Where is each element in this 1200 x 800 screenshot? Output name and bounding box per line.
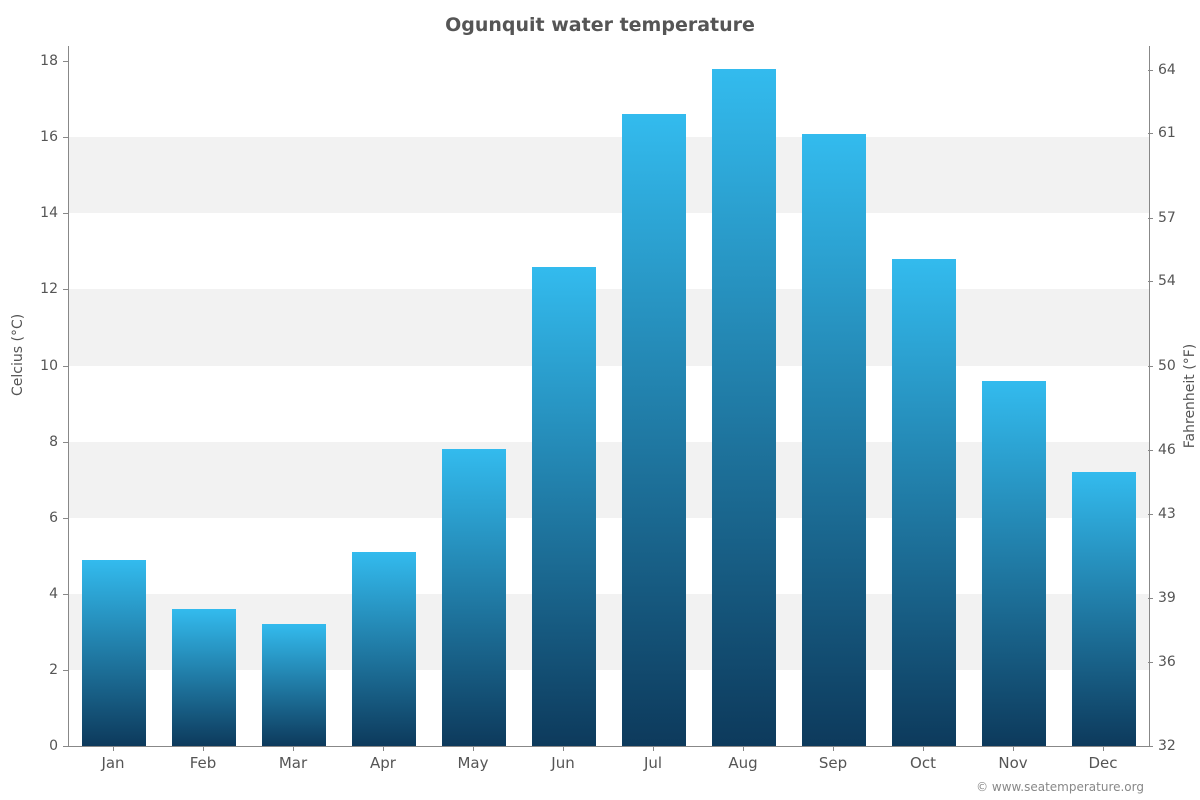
y-tick-label-left: 16 <box>0 129 58 145</box>
x-tick-mark <box>833 746 834 751</box>
y-tick-mark-right <box>1148 366 1153 367</box>
x-tick-label: Dec <box>1088 754 1117 772</box>
bar <box>1072 472 1137 746</box>
grid-band <box>69 289 1149 365</box>
y-tick-label-left: 4 <box>0 586 58 602</box>
y-tick-mark-right <box>1148 281 1153 282</box>
x-tick-mark <box>1103 746 1104 751</box>
y-tick-label-right: 43 <box>1158 506 1176 522</box>
y-tick-label-left: 2 <box>0 662 58 678</box>
bar <box>172 609 237 746</box>
y-tick-label-right: 50 <box>1158 358 1176 374</box>
bar <box>262 624 327 746</box>
x-tick-mark <box>203 746 204 751</box>
x-tick-mark <box>563 746 564 751</box>
y-tick-mark-right <box>1148 70 1153 71</box>
y-tick-label-right: 57 <box>1158 210 1176 226</box>
bar <box>712 69 777 746</box>
x-tick-mark <box>653 746 654 751</box>
y-tick-label-right: 64 <box>1158 62 1176 78</box>
y-tick-label-left: 14 <box>0 205 58 221</box>
y-tick-label-right: 61 <box>1158 125 1176 141</box>
y-tick-mark-right <box>1148 662 1153 663</box>
y-tick-label-left: 18 <box>0 53 58 69</box>
x-tick-label: Sep <box>819 754 847 772</box>
grid-band <box>69 137 1149 213</box>
y-tick-label-right: 54 <box>1158 273 1176 289</box>
bar <box>82 560 147 746</box>
y-tick-label-right: 36 <box>1158 654 1176 670</box>
y-tick-mark-left <box>63 61 68 62</box>
x-tick-mark <box>473 746 474 751</box>
plot-area <box>68 46 1150 747</box>
chart-container: Ogunquit water temperature Celcius (°C) … <box>0 0 1200 800</box>
bar <box>802 134 867 747</box>
y-tick-mark-left <box>63 289 68 290</box>
y-tick-mark-right <box>1148 450 1153 451</box>
x-tick-mark <box>293 746 294 751</box>
y-tick-mark-left <box>63 594 68 595</box>
y-tick-mark-right <box>1148 218 1153 219</box>
x-tick-mark <box>113 746 114 751</box>
y-axis-label-right: Fahrenheit (°F) <box>1182 344 1198 448</box>
x-tick-label: Nov <box>998 754 1027 772</box>
x-tick-mark <box>923 746 924 751</box>
x-tick-label: Jun <box>551 754 574 772</box>
y-tick-mark-left <box>63 442 68 443</box>
chart-title: Ogunquit water temperature <box>0 14 1200 36</box>
bar <box>532 267 597 746</box>
x-tick-label: Mar <box>279 754 307 772</box>
y-tick-label-left: 0 <box>0 738 58 754</box>
y-tick-mark-left <box>63 670 68 671</box>
y-tick-mark-right <box>1148 133 1153 134</box>
x-tick-label: Aug <box>728 754 757 772</box>
y-tick-label-right: 39 <box>1158 590 1176 606</box>
y-tick-label-left: 12 <box>0 281 58 297</box>
x-tick-label: Feb <box>190 754 217 772</box>
y-tick-label-right: 46 <box>1158 442 1176 458</box>
x-tick-label: Jan <box>101 754 124 772</box>
x-tick-label: Oct <box>910 754 936 772</box>
bar <box>982 381 1047 746</box>
y-tick-mark-left <box>63 137 68 138</box>
y-tick-mark-right <box>1148 514 1153 515</box>
bar <box>622 114 687 746</box>
bar <box>892 259 957 746</box>
x-tick-mark <box>383 746 384 751</box>
y-tick-mark-right <box>1148 598 1153 599</box>
y-tick-label-right: 32 <box>1158 738 1176 754</box>
bar <box>442 449 507 746</box>
y-tick-label-left: 6 <box>0 510 58 526</box>
x-tick-mark <box>1013 746 1014 751</box>
y-tick-mark-left <box>63 213 68 214</box>
y-tick-mark-left <box>63 366 68 367</box>
x-tick-label: Jul <box>644 754 662 772</box>
x-tick-label: May <box>457 754 488 772</box>
x-tick-label: Apr <box>370 754 396 772</box>
y-tick-mark-left <box>63 518 68 519</box>
y-tick-mark-right <box>1148 746 1153 747</box>
y-tick-label-left: 10 <box>0 358 58 374</box>
y-tick-mark-left <box>63 746 68 747</box>
y-tick-label-left: 8 <box>0 434 58 450</box>
credit-text: © www.seatemperature.org <box>976 780 1144 794</box>
x-tick-mark <box>743 746 744 751</box>
bar <box>352 552 417 746</box>
